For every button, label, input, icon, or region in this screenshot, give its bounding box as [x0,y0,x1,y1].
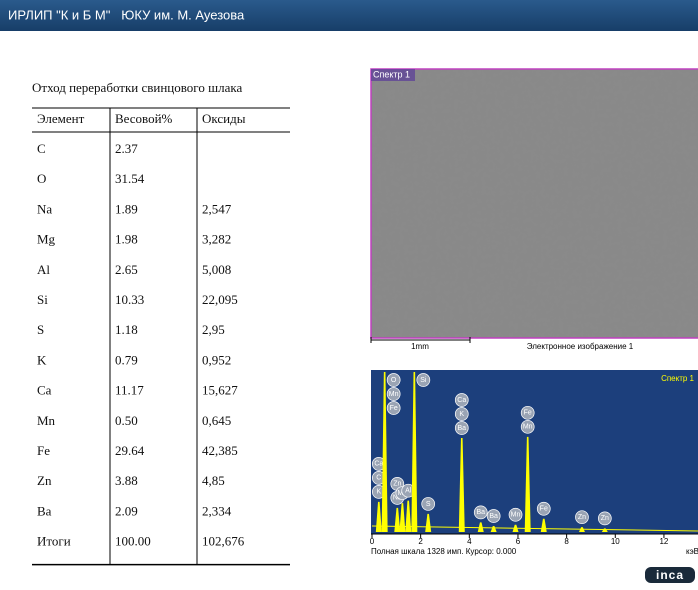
table-cell: 22,095 [202,292,238,307]
table-cell: 0,952 [202,352,231,367]
image-caption: Электронное изображение 1 [527,342,634,351]
table-cell: 31.54 [115,171,145,186]
table-cell: Si [37,292,48,307]
table-cell: Na [37,201,52,216]
table-cell: K [37,352,47,367]
x-axis-label: кэВ [686,547,698,556]
peak-label: Zn [578,514,586,521]
chart-title: Спектр 1 [661,374,694,383]
table-cell: 2.65 [115,262,138,277]
table-cell: Ba [37,503,52,518]
page: ИРЛИП "К и Б М" ЮКУ им. М. Ауезова Отход… [0,0,698,585]
scale-label: 1mm [411,342,429,351]
table-cell: 11.17 [115,383,144,398]
peak-label: O [391,377,397,384]
table-cell: 1.98 [115,232,138,247]
column-header: Элемент [37,111,85,126]
peak-label: Mn [523,424,533,431]
peak-label: S [426,501,431,508]
x-tick-label: 4 [467,537,472,546]
logo: inca [645,567,695,583]
table-cell: 10.33 [115,292,144,307]
table-cell: Итоги [37,534,71,549]
table-cell: Al [37,262,50,277]
peak-label: Ca [374,461,383,468]
peak-label: Ca [457,397,466,404]
table-cell: 2.09 [115,503,138,518]
peak-label: Ba [457,425,466,432]
table-cell: 102,676 [202,534,245,549]
peak-label: K [459,411,464,418]
peak-label: Mn [511,512,521,519]
image-label: Спектр 1 [373,69,410,79]
table-cell: O [37,171,46,186]
peak-label: C [376,475,381,482]
column-header: Весовой% [115,111,173,126]
table-cell: 0.79 [115,352,138,367]
peak-label: Mn [389,391,399,398]
table-cell: 29.64 [115,443,145,458]
table-cell: Fe [37,443,50,458]
table-cell: 0,645 [202,413,231,428]
x-tick-label: 6 [516,537,521,546]
table-cell: 1.89 [115,201,138,216]
peak-label: Fe [540,506,548,513]
peak-label: Al [405,488,412,495]
table-cell: Zn [37,473,52,488]
table-cell: 100.00 [115,534,151,549]
table-cell: Mn [37,413,56,428]
x-tick-label: 8 [564,537,569,546]
table-cell: 5,008 [202,262,231,277]
peak-label: Ba [489,513,498,520]
table-cell: 15,627 [202,383,238,398]
table-cell: 4,85 [202,473,225,488]
peak-label: Si [420,377,427,384]
spectrum: Спектр 1KCCaOMnFeNaZnMgAlSiSBaKCaBaBaMnM… [371,370,698,534]
table-cell: C [37,141,46,156]
table-title: Отход переработки свинцового шлака [32,80,242,95]
table-cell: Ca [37,383,52,398]
table-cell: 0.50 [115,413,138,428]
peak-label: Zn [601,515,609,522]
table-cell: 2,547 [202,201,232,216]
table-cell: 3,282 [202,232,231,247]
x-tick-label: 12 [659,537,668,546]
chart-footer: Полная шкала 1328 имп. Курсор: 0.000 [371,547,517,556]
sem-image: Спектр 1 1mm Электронное изображение 1 [371,69,698,351]
x-tick-label: 10 [611,537,620,546]
logo-text: inca [656,568,684,582]
peak-label: Ba [476,509,485,516]
column-header: Оксиды [202,111,246,126]
table-cell: 2,334 [202,503,232,518]
table-cell: 3.88 [115,473,138,488]
peak-label: Fe [524,410,532,417]
table: Элемент Весовой% Оксиды C 2.37 O 31.54 Na 1.89 2,… [32,108,290,565]
x-tick-label: 0 [370,537,375,546]
peak-label: K [376,489,381,496]
table-cell: 42,385 [202,443,238,458]
table-cell: 2,95 [202,322,225,337]
peak-label: Fe [390,405,398,412]
table-cell: Mg [37,232,56,247]
x-tick-label: 2 [418,537,423,546]
table-cell: 2.37 [115,141,138,156]
table-cell: 1.18 [115,322,138,337]
header-title: ИРЛИП "К и Б М" ЮКУ им. М. Ауезова [8,7,245,22]
table-cell: S [37,322,44,337]
